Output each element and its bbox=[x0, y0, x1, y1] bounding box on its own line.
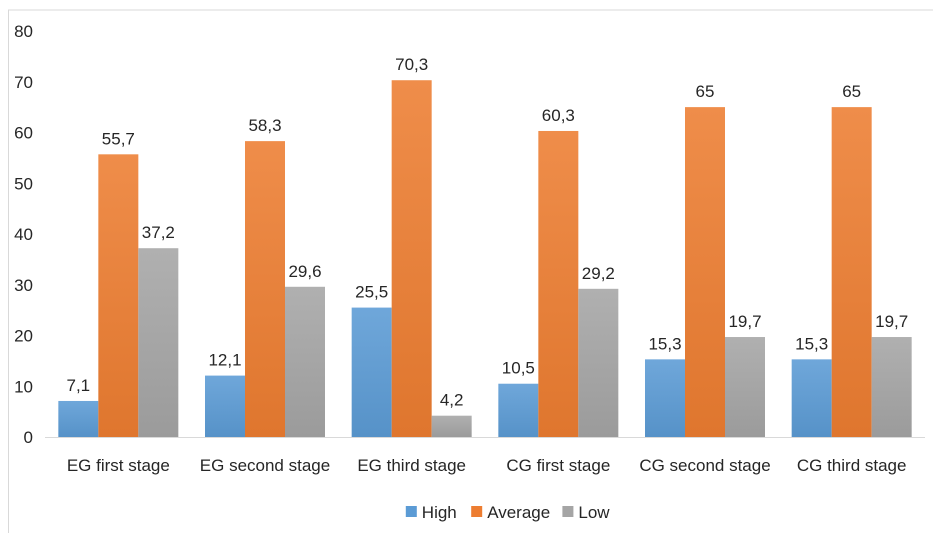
y-tick-label: 60 bbox=[14, 124, 33, 143]
bar-high-6 bbox=[791, 359, 832, 437]
bar-low-6 bbox=[871, 337, 912, 437]
data-label: 29,2 bbox=[582, 264, 615, 283]
data-label: 19,7 bbox=[875, 312, 908, 331]
data-label: 15,3 bbox=[795, 334, 828, 353]
x-tick-label: EG third stage bbox=[357, 456, 466, 475]
data-label: 7,1 bbox=[67, 376, 91, 395]
bar-average-3 bbox=[391, 80, 432, 437]
y-tick-label: 70 bbox=[14, 73, 33, 92]
legend-swatch-average bbox=[471, 506, 483, 517]
data-label: 29,6 bbox=[288, 262, 321, 281]
x-tick-label: CG second stage bbox=[639, 456, 770, 475]
legend-label-low: Low bbox=[578, 503, 610, 522]
data-label: 60,3 bbox=[542, 106, 575, 125]
y-tick-label: 50 bbox=[14, 174, 33, 193]
y-tick-label: 10 bbox=[14, 377, 33, 396]
data-label: 15,3 bbox=[648, 334, 681, 353]
data-label: 19,7 bbox=[728, 312, 761, 331]
y-tick-label: 30 bbox=[14, 276, 33, 295]
bar-average-1 bbox=[98, 154, 139, 437]
data-label: 4,2 bbox=[440, 391, 464, 410]
bar-average-5 bbox=[685, 107, 725, 437]
bar-low-1 bbox=[138, 248, 179, 437]
bar-average-2 bbox=[245, 141, 285, 437]
data-label: 65 bbox=[842, 82, 861, 101]
data-label: 65 bbox=[696, 82, 715, 101]
data-label: 10,5 bbox=[502, 359, 535, 378]
legend-label-high: High bbox=[422, 503, 457, 522]
data-label: 58,3 bbox=[248, 116, 281, 135]
y-tick-label: 40 bbox=[14, 225, 33, 244]
data-label: 12,1 bbox=[208, 351, 241, 370]
y-tick-label: 80 bbox=[14, 22, 33, 41]
x-tick-label: EG second stage bbox=[200, 456, 330, 475]
bar-low-5 bbox=[725, 337, 765, 437]
data-label: 55,7 bbox=[102, 129, 135, 148]
x-tick-label: CG first stage bbox=[506, 456, 610, 475]
x-tick-label: EG first stage bbox=[67, 456, 170, 475]
legend-label-average: Average bbox=[487, 503, 550, 522]
bar-high-5 bbox=[645, 359, 685, 437]
y-tick-label: 20 bbox=[14, 327, 33, 346]
legend-swatch-high bbox=[405, 506, 417, 517]
bar-high-3 bbox=[351, 307, 392, 437]
data-label: 70,3 bbox=[395, 55, 428, 74]
bar-low-3 bbox=[431, 415, 472, 437]
bar-average-6 bbox=[831, 107, 872, 437]
bar-high-4 bbox=[498, 383, 539, 437]
legend-swatch-low bbox=[562, 506, 574, 517]
x-tick-label: CG third stage bbox=[797, 456, 907, 475]
bar-low-4 bbox=[578, 288, 619, 437]
bar-low-2 bbox=[285, 286, 325, 437]
data-label: 37,2 bbox=[142, 223, 175, 242]
data-label: 25,5 bbox=[355, 283, 388, 302]
bar-average-4 bbox=[538, 130, 579, 438]
bar-high-1 bbox=[58, 400, 99, 437]
y-tick-label: 0 bbox=[24, 428, 33, 447]
bar-high-2 bbox=[205, 375, 245, 437]
